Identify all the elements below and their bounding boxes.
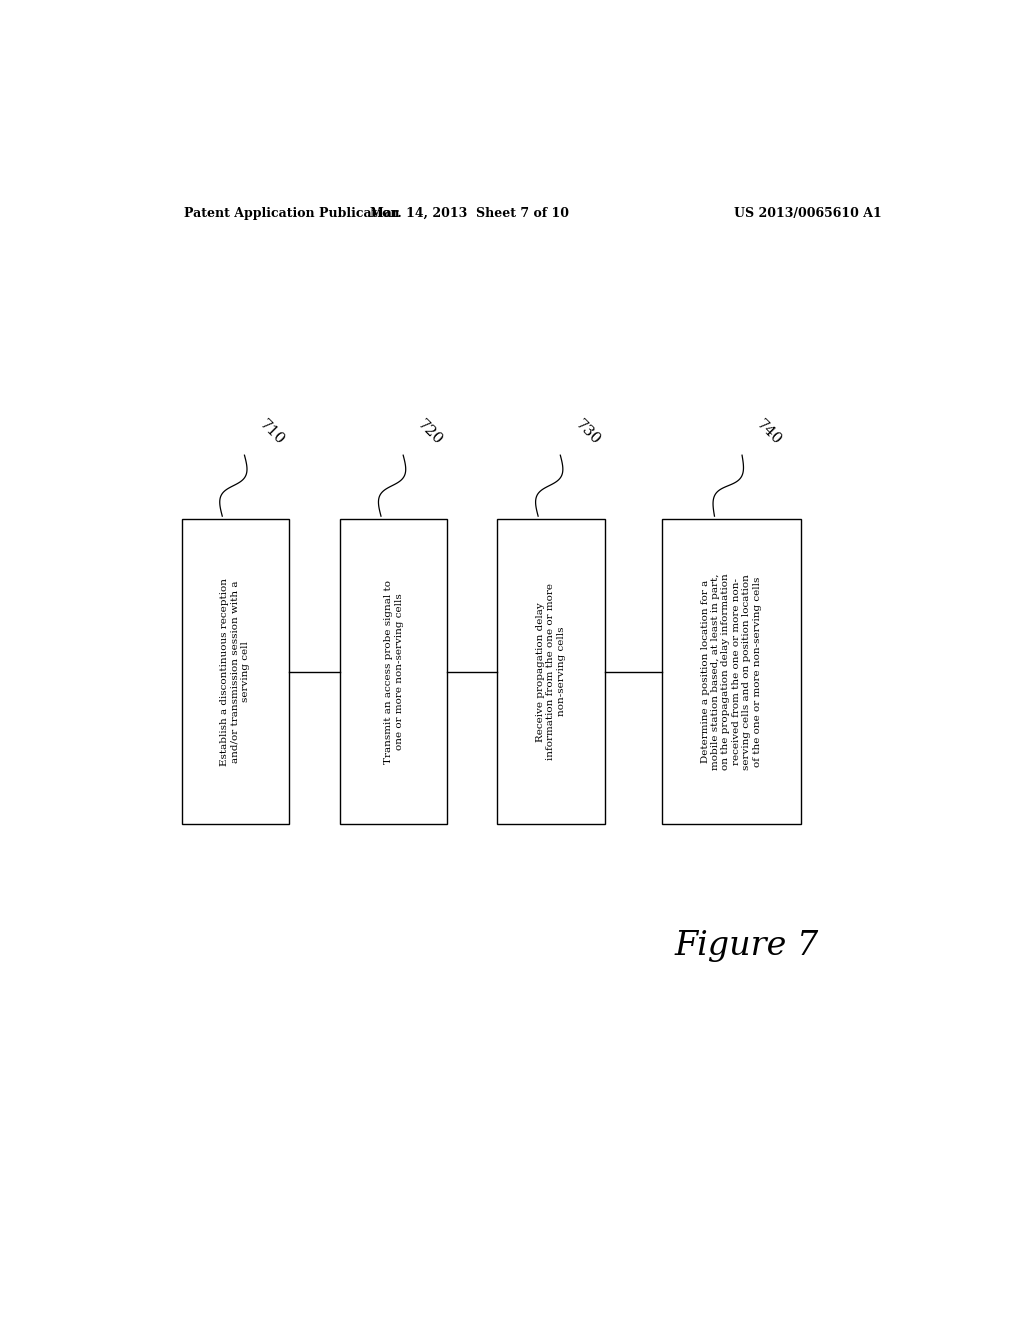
Bar <box>662 519 801 824</box>
Bar <box>340 519 447 824</box>
Text: Establish a discontinuous reception
and/or transmission session with a
serving c: Establish a discontinuous reception and/… <box>220 578 250 766</box>
Text: Patent Application Publication: Patent Application Publication <box>183 207 399 220</box>
Bar <box>181 519 289 824</box>
Text: Figure 7: Figure 7 <box>675 931 819 962</box>
Text: Transmit an access probe signal to
one or more non-serving cells: Transmit an access probe signal to one o… <box>384 579 403 764</box>
Text: 730: 730 <box>572 417 602 447</box>
Text: Determine a position location for a
mobile station based, at least in part,
on t: Determine a position location for a mobi… <box>700 573 762 770</box>
Text: Receive propagation delay
information from the one or more
non-serving cells: Receive propagation delay information fr… <box>537 583 566 760</box>
Bar <box>498 519 604 824</box>
Text: 720: 720 <box>415 417 445 447</box>
Text: US 2013/0065610 A1: US 2013/0065610 A1 <box>734 207 882 220</box>
Text: Mar. 14, 2013  Sheet 7 of 10: Mar. 14, 2013 Sheet 7 of 10 <box>370 207 568 220</box>
Text: 740: 740 <box>754 417 784 447</box>
Text: 710: 710 <box>256 417 287 447</box>
